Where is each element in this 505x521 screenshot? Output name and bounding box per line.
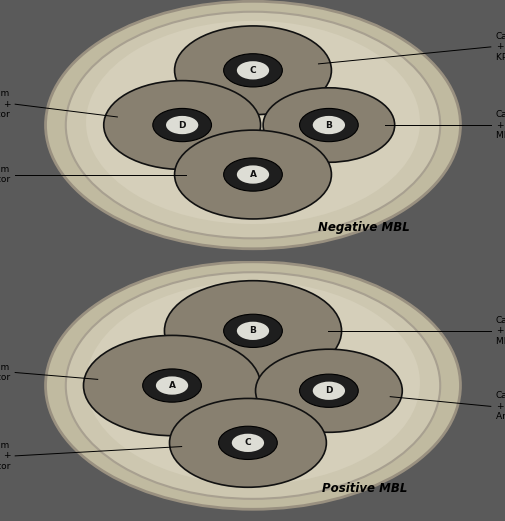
Ellipse shape bbox=[263, 88, 394, 163]
Text: Carbapenem
+
MBL inhibitor: Carbapenem + MBL inhibitor bbox=[495, 316, 505, 346]
Ellipse shape bbox=[223, 158, 282, 191]
Text: B: B bbox=[249, 326, 256, 336]
Text: Negative MBL: Negative MBL bbox=[318, 221, 410, 234]
Ellipse shape bbox=[299, 374, 358, 407]
Ellipse shape bbox=[312, 116, 344, 134]
Ellipse shape bbox=[45, 262, 460, 510]
Text: D: D bbox=[325, 386, 332, 395]
Ellipse shape bbox=[45, 2, 460, 249]
Ellipse shape bbox=[174, 26, 331, 115]
Ellipse shape bbox=[142, 369, 201, 402]
Ellipse shape bbox=[166, 116, 198, 134]
Text: C: C bbox=[244, 438, 251, 448]
Text: Carbapenem
+
KPC inhibitor: Carbapenem + KPC inhibitor bbox=[495, 32, 505, 62]
Text: A: A bbox=[249, 170, 256, 179]
Ellipse shape bbox=[66, 11, 439, 238]
Text: Positive MBL: Positive MBL bbox=[321, 482, 406, 495]
Text: Carbapenem
+
KPC inhibitor: Carbapenem + KPC inhibitor bbox=[0, 441, 10, 471]
Text: Carbapenem
without inhibitor: Carbapenem without inhibitor bbox=[0, 165, 10, 184]
Text: B: B bbox=[325, 120, 332, 130]
Ellipse shape bbox=[86, 21, 419, 224]
Text: D: D bbox=[178, 120, 185, 130]
Ellipse shape bbox=[86, 281, 419, 485]
Ellipse shape bbox=[255, 349, 401, 432]
Text: Carbapenem
+
MBL inhibitor: Carbapenem + MBL inhibitor bbox=[495, 110, 505, 140]
Ellipse shape bbox=[236, 165, 269, 184]
Ellipse shape bbox=[104, 81, 260, 169]
Ellipse shape bbox=[169, 399, 326, 487]
Ellipse shape bbox=[164, 281, 341, 381]
Ellipse shape bbox=[223, 54, 282, 87]
Ellipse shape bbox=[236, 61, 269, 80]
Ellipse shape bbox=[153, 108, 211, 142]
Ellipse shape bbox=[156, 376, 188, 395]
Text: A: A bbox=[168, 381, 175, 390]
Text: Carbapenem
without inhibitor: Carbapenem without inhibitor bbox=[0, 363, 10, 382]
Ellipse shape bbox=[218, 426, 277, 460]
Ellipse shape bbox=[66, 272, 439, 499]
Ellipse shape bbox=[299, 108, 358, 142]
Text: Carbapenem
+
AmpC inhibitor: Carbapenem + AmpC inhibitor bbox=[495, 391, 505, 421]
Text: Carbapenem
+
AmpC inhibitor: Carbapenem + AmpC inhibitor bbox=[0, 89, 10, 119]
Text: C: C bbox=[249, 66, 256, 75]
Ellipse shape bbox=[223, 314, 282, 348]
Ellipse shape bbox=[231, 433, 264, 452]
Ellipse shape bbox=[83, 336, 260, 436]
Ellipse shape bbox=[236, 321, 269, 340]
Ellipse shape bbox=[312, 381, 344, 400]
Ellipse shape bbox=[174, 130, 331, 219]
